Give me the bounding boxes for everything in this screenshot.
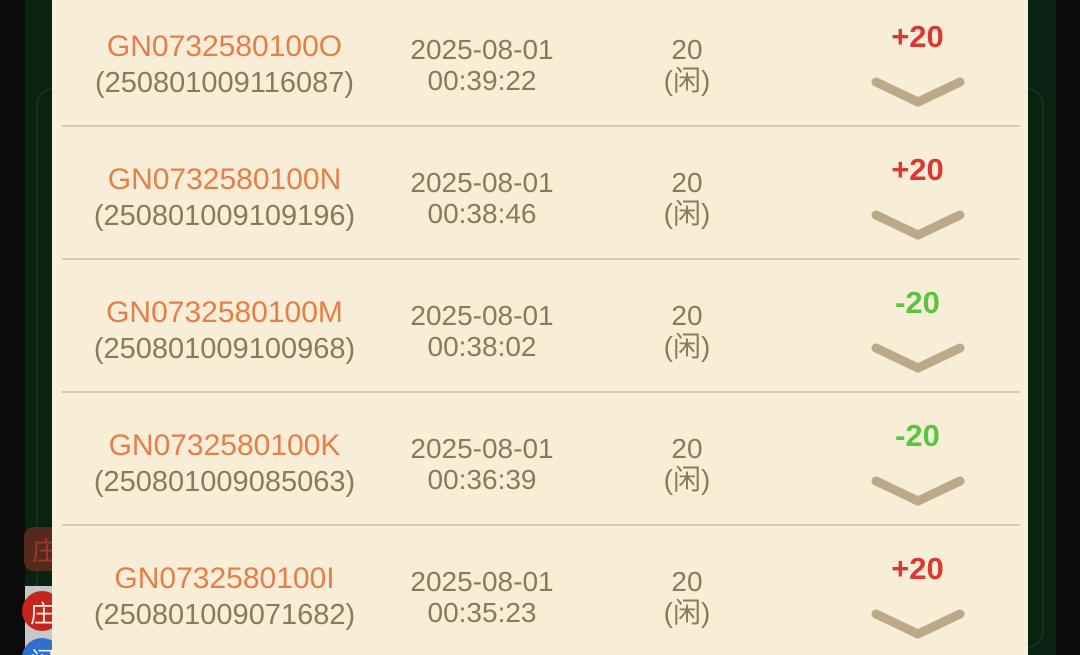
- round-ids: GN0732580100M (250801009100968): [52, 294, 397, 368]
- bet-info: 20 (闲): [567, 300, 807, 362]
- result-cell: +20: [807, 534, 1028, 655]
- round-ids: GN0732580100O (250801009116087): [52, 28, 397, 102]
- bet-history-panel: GN0732580100O (250801009116087) 2025-08-…: [52, 0, 1028, 655]
- bet-amount: 20: [671, 432, 703, 464]
- bet-history-list: GN0732580100O (250801009116087) 2025-08-…: [52, 0, 1028, 655]
- result-cell: +20: [807, 135, 1028, 260]
- time-text: 00:38:46: [427, 197, 537, 229]
- result-value: -20: [895, 418, 940, 453]
- timestamp: 2025-08-01 00:36:39: [397, 433, 567, 495]
- bet-info: 20 (闲): [567, 566, 807, 628]
- result-cell: -20: [807, 268, 1028, 393]
- bet-record-row[interactable]: GN0732580100I (250801009071682) 2025-08-…: [52, 526, 1028, 655]
- result-value: -20: [895, 285, 940, 320]
- result-value: +20: [891, 551, 944, 586]
- time-text: 00:39:22: [427, 64, 537, 96]
- result-cell: -20: [807, 401, 1028, 526]
- serial-number: (250801009100968): [93, 332, 356, 365]
- bet-record-row[interactable]: GN0732580100N (250801009109196) 2025-08-…: [52, 127, 1028, 260]
- result-cell: +20: [807, 2, 1028, 127]
- bet-target: (闲): [663, 197, 711, 229]
- bet-target: (闲): [663, 330, 711, 362]
- round-id: GN0732580100N: [107, 162, 342, 196]
- chevron-down-icon[interactable]: [866, 339, 970, 377]
- round-id: GN0732580100O: [106, 29, 343, 63]
- bet-info: 20 (闲): [567, 167, 807, 229]
- serial-number: (250801009071682): [93, 598, 356, 631]
- bet-record-row[interactable]: GN0732580100K (250801009085063) 2025-08-…: [52, 393, 1028, 526]
- bet-amount: 20: [671, 33, 703, 65]
- bet-amount: 20: [671, 299, 703, 331]
- timestamp: 2025-08-01 00:35:23: [397, 566, 567, 628]
- date-text: 2025-08-01: [410, 432, 554, 464]
- serial-number: (250801009109196): [93, 199, 356, 232]
- date-text: 2025-08-01: [410, 166, 554, 198]
- round-id: GN0732580100I: [114, 561, 335, 595]
- timestamp: 2025-08-01 00:38:46: [397, 167, 567, 229]
- bet-info: 20 (闲): [567, 34, 807, 96]
- time-text: 00:38:02: [427, 330, 537, 362]
- bet-amount: 20: [671, 565, 703, 597]
- bet-target: (闲): [663, 596, 711, 628]
- round-id: GN0732580100M: [106, 295, 343, 329]
- round-id: GN0732580100K: [108, 428, 341, 462]
- serial-number: (250801009116087): [94, 66, 355, 99]
- result-value: +20: [891, 152, 944, 187]
- round-ids: GN0732580100N (250801009109196): [52, 161, 397, 235]
- time-text: 00:36:39: [427, 463, 537, 495]
- round-ids: GN0732580100I (250801009071682): [52, 560, 397, 634]
- bet-target: (闲): [663, 463, 711, 495]
- chevron-down-icon[interactable]: [866, 472, 970, 510]
- date-text: 2025-08-01: [410, 565, 554, 597]
- bet-record-row[interactable]: GN0732580100M (250801009100968) 2025-08-…: [52, 260, 1028, 393]
- bet-amount: 20: [671, 166, 703, 198]
- date-text: 2025-08-01: [410, 33, 554, 65]
- timestamp: 2025-08-01 00:38:02: [397, 300, 567, 362]
- time-text: 00:35:23: [427, 596, 537, 628]
- serial-number: (250801009085063): [93, 465, 356, 498]
- bet-record-row[interactable]: GN0732580100O (250801009116087) 2025-08-…: [52, 0, 1028, 127]
- chevron-down-icon[interactable]: [866, 73, 970, 111]
- chevron-down-icon[interactable]: [866, 206, 970, 244]
- date-text: 2025-08-01: [410, 299, 554, 331]
- timestamp: 2025-08-01 00:39:22: [397, 34, 567, 96]
- result-value: +20: [891, 19, 944, 54]
- chevron-down-icon[interactable]: [866, 605, 970, 643]
- round-ids: GN0732580100K (250801009085063): [52, 427, 397, 501]
- bet-target: (闲): [663, 64, 711, 96]
- bet-info: 20 (闲): [567, 433, 807, 495]
